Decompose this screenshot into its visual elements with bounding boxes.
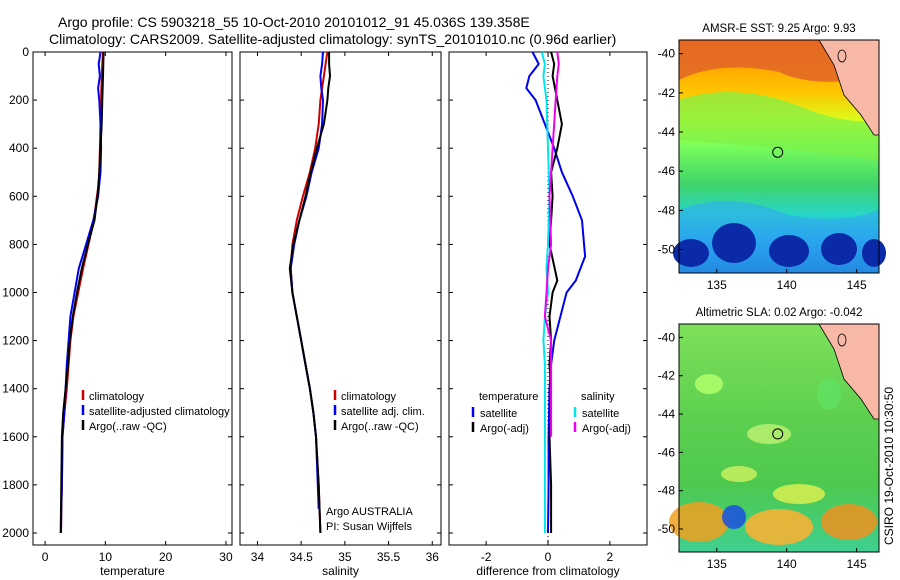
sla-map-frame bbox=[678, 323, 880, 553]
sst-cold-eddy bbox=[862, 239, 886, 267]
plot-annotation: PI: Susan Wijffels bbox=[326, 521, 412, 533]
x-tick-label: 145 bbox=[847, 278, 867, 292]
sla-anomaly-patch bbox=[747, 424, 791, 444]
legend-entry: Argo(..raw -QC) bbox=[89, 421, 167, 433]
x-tick-label: 30 bbox=[219, 550, 233, 564]
sst-map-frame bbox=[678, 39, 880, 274]
y-tick-label: -40 bbox=[658, 47, 676, 61]
legend-entry: Argo(..raw -QC) bbox=[341, 421, 419, 433]
sst-cold-eddy bbox=[821, 233, 857, 265]
y-tick-label: 800 bbox=[9, 237, 29, 251]
plot-frame-1 bbox=[32, 51, 233, 546]
y-tick-label: -40 bbox=[658, 330, 676, 344]
y-tick-label: 2000 bbox=[2, 526, 29, 540]
x-tick-label: 145 bbox=[847, 557, 867, 571]
x-tick-label: 135 bbox=[707, 557, 727, 571]
x-tick-label: 34.5 bbox=[289, 550, 313, 564]
x-tick-label: 2 bbox=[607, 550, 614, 564]
y-tick-label: -46 bbox=[658, 164, 676, 178]
sla-anomaly-patch bbox=[773, 484, 825, 504]
sla-anomaly-patch bbox=[817, 378, 841, 410]
legend-entry: satellite bbox=[480, 408, 517, 420]
x-tick-label: 135 bbox=[707, 278, 727, 292]
y-tick-label: -42 bbox=[658, 86, 676, 100]
series-line-argo-raw-qc bbox=[59, 51, 105, 534]
y-tick-label: 1000 bbox=[2, 285, 29, 299]
y-tick-label: 1200 bbox=[2, 334, 29, 348]
x-tick-label: 34 bbox=[251, 550, 265, 564]
legend-entry: climatology bbox=[89, 391, 145, 403]
plot-frame-2 bbox=[239, 51, 442, 546]
island-shape bbox=[837, 49, 847, 63]
legend-entry: Argo(-adj) bbox=[480, 423, 529, 435]
legend-entry: satellite bbox=[582, 408, 619, 420]
x-tick-label: -2 bbox=[481, 550, 492, 564]
y-tick-label: -48 bbox=[658, 484, 676, 498]
x-axis-label: temperature bbox=[100, 564, 165, 578]
sst-cold-eddy bbox=[712, 223, 756, 263]
legend-entry: Argo(-adj) bbox=[582, 423, 631, 435]
y-tick-label: 1400 bbox=[2, 382, 29, 396]
x-tick-label: 0 bbox=[545, 550, 552, 564]
sla-anomaly-patch bbox=[722, 505, 746, 529]
x-tick-label: 36 bbox=[426, 550, 440, 564]
sla-map-field bbox=[669, 323, 880, 552]
y-tick-label: -50 bbox=[658, 522, 676, 536]
legend-title-salinity: salinity bbox=[581, 391, 615, 403]
y-tick-label: -48 bbox=[658, 203, 676, 217]
x-tick-label: 140 bbox=[777, 278, 797, 292]
sst-map-field bbox=[673, 39, 886, 273]
sst-map-title: AMSR-E SST: 9.25 Argo: 9.93 bbox=[702, 23, 855, 35]
sst-cold-eddy bbox=[769, 235, 809, 267]
argo-float-position-marker bbox=[772, 146, 784, 158]
plot-annotation: Argo AUSTRALIA bbox=[326, 506, 413, 518]
y-tick-label: 1600 bbox=[2, 430, 29, 444]
sst-green-band bbox=[679, 92, 879, 160]
x-tick-label: 35.5 bbox=[377, 550, 401, 564]
legend-entry: satellite adj. clim. bbox=[341, 406, 425, 418]
figure-title-line-2: Climatology: CARS2009. Satellite-adjuste… bbox=[49, 31, 617, 47]
x-tick-label: 20 bbox=[159, 550, 173, 564]
sla-anomaly-patch bbox=[821, 504, 877, 540]
y-tick-label: -44 bbox=[658, 407, 676, 421]
sst-cold-eddy bbox=[673, 239, 709, 267]
y-tick-label: -44 bbox=[658, 125, 676, 139]
series-line-temperature-satellite bbox=[525, 51, 587, 534]
y-tick-label: 600 bbox=[9, 189, 29, 203]
x-tick-label: 140 bbox=[777, 557, 797, 571]
series-line-argo-raw-qc bbox=[288, 52, 331, 534]
y-tick-label: -50 bbox=[658, 243, 676, 257]
legend-title-temperature: temperature bbox=[479, 391, 538, 403]
sla-map-title: Altimetric SLA: 0.02 Argo: -0.042 bbox=[696, 307, 863, 319]
y-tick-label: -46 bbox=[658, 445, 676, 459]
sla-anomaly-patch bbox=[745, 509, 813, 545]
x-axis-label: difference from climatology bbox=[476, 564, 619, 578]
sla-anomaly-patch bbox=[695, 374, 723, 394]
y-tick-label: -42 bbox=[658, 369, 676, 383]
y-tick-label: 400 bbox=[9, 141, 29, 155]
x-tick-label: 35 bbox=[338, 550, 352, 564]
legend-entry: climatology bbox=[341, 391, 397, 403]
sla-anomaly-patch bbox=[721, 466, 757, 482]
y-tick-label: 1800 bbox=[2, 478, 29, 492]
figure-title-line-1: Argo profile: CS 5903218_55 10-Oct-2010 … bbox=[58, 14, 530, 30]
credit-timestamp: CSIRO 19-Oct-2010 10:30:50 bbox=[882, 387, 896, 545]
legend-entry: satellite-adjusted climatology bbox=[89, 406, 230, 418]
y-tick-label: 0 bbox=[22, 45, 29, 59]
x-tick-label: 0 bbox=[42, 550, 49, 564]
argo-float-position-marker bbox=[772, 428, 784, 440]
y-tick-label: 200 bbox=[9, 93, 29, 107]
x-axis-label: salinity bbox=[322, 564, 359, 578]
x-tick-label: 10 bbox=[99, 550, 113, 564]
sla-anomaly-patch bbox=[669, 502, 729, 542]
series-line-salinity-argo-adj bbox=[543, 51, 560, 437]
island-shape bbox=[837, 333, 847, 347]
